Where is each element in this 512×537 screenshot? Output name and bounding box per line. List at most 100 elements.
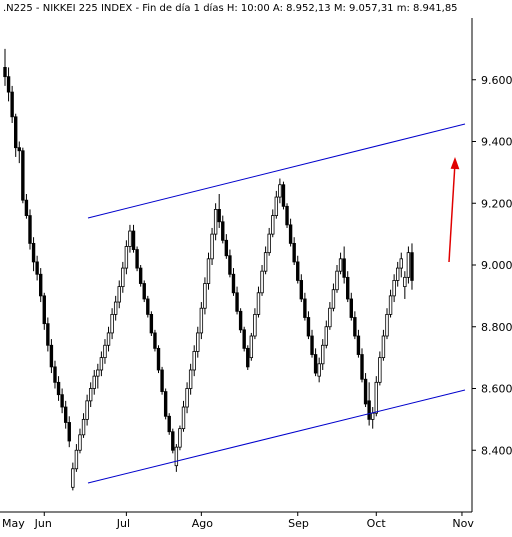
candle-body	[213, 209, 218, 235]
candle-body	[39, 273, 43, 297]
candles-layer	[3, 48, 414, 491]
candle	[388, 289, 393, 318]
candle	[217, 193, 221, 228]
candle-body	[410, 252, 414, 281]
candle-body	[10, 91, 14, 118]
candle-body	[17, 147, 21, 152]
candle	[321, 339, 325, 370]
candle	[385, 308, 389, 340]
candle-body	[371, 412, 375, 420]
candle-body	[296, 261, 300, 281]
candle-body	[160, 369, 164, 392]
candle	[399, 252, 403, 278]
candle-body	[260, 270, 264, 294]
candle	[221, 215, 225, 244]
candle	[342, 246, 346, 284]
candle	[31, 237, 36, 272]
candle-body	[363, 378, 368, 405]
candle-body	[360, 354, 364, 380]
candle-body	[56, 381, 61, 396]
candle	[178, 425, 182, 451]
candle	[210, 227, 214, 265]
candle	[367, 382, 371, 426]
upper-channel-line	[87, 123, 466, 219]
candle-body	[167, 415, 171, 433]
y-tick-label: 8.800	[481, 321, 512, 334]
candle-body	[196, 332, 200, 352]
candle-body	[81, 418, 86, 436]
candle	[3, 48, 7, 86]
candle-body	[24, 199, 29, 217]
candle-body	[6, 76, 11, 93]
candle	[78, 428, 82, 454]
candle	[56, 376, 61, 401]
candle	[28, 209, 32, 250]
candle-body	[267, 233, 271, 254]
candle-body	[174, 446, 179, 467]
candle	[288, 218, 293, 247]
candle	[142, 280, 146, 303]
candle-body	[303, 298, 307, 318]
candle-body	[192, 351, 196, 371]
candle-body	[142, 283, 146, 300]
candle	[74, 444, 79, 472]
candle-body	[310, 335, 314, 355]
candle	[113, 295, 118, 321]
candle-body	[235, 292, 239, 312]
x-tick-label: May	[2, 517, 25, 530]
candle-body	[138, 267, 143, 284]
candle-body	[288, 224, 293, 244]
candle	[6, 67, 11, 102]
candle	[160, 366, 164, 395]
candle	[381, 329, 386, 361]
candle	[213, 203, 218, 241]
candle-body	[346, 276, 350, 300]
candle	[81, 413, 86, 438]
x-axis-ticks: May Jun Jul Ago Sep Oct Nov	[2, 512, 474, 530]
candle	[406, 246, 411, 284]
candle	[242, 326, 246, 352]
candle	[328, 302, 332, 330]
candle-body	[385, 313, 389, 337]
candle	[299, 274, 304, 303]
candle	[188, 363, 193, 395]
candle	[153, 329, 157, 352]
candle-body	[374, 381, 378, 414]
candle	[285, 203, 289, 228]
candle	[281, 181, 286, 210]
candle-body	[356, 335, 361, 355]
x-tick-label: Nov	[452, 517, 474, 530]
x-tick-label: Jun	[34, 517, 52, 530]
candle	[206, 252, 211, 290]
candle-body	[178, 428, 182, 448]
candle-body	[395, 267, 400, 281]
candle-body	[60, 394, 64, 408]
candle	[35, 255, 39, 281]
candle-body	[181, 406, 186, 430]
candle-body	[99, 357, 104, 371]
candle-body	[321, 344, 325, 365]
candle-body	[217, 209, 221, 223]
candle	[392, 274, 396, 303]
candle-body	[163, 391, 168, 417]
y-tick-label: 9.600	[481, 74, 512, 87]
candle	[296, 255, 300, 284]
candle	[360, 348, 364, 383]
candle-body	[281, 184, 286, 207]
candle-body	[92, 375, 96, 389]
forecast-arrowhead-icon	[450, 157, 460, 170]
candle-body	[238, 310, 243, 331]
candle	[196, 326, 200, 358]
candle-body	[331, 289, 336, 309]
candle	[46, 317, 50, 352]
candle-body	[146, 298, 150, 315]
candle	[271, 209, 275, 238]
candle-body	[210, 233, 214, 260]
lower-channel-line	[87, 389, 466, 484]
candle-body	[231, 273, 236, 294]
candle-body	[110, 313, 114, 334]
candle-body	[367, 400, 371, 420]
candle	[14, 113, 18, 157]
